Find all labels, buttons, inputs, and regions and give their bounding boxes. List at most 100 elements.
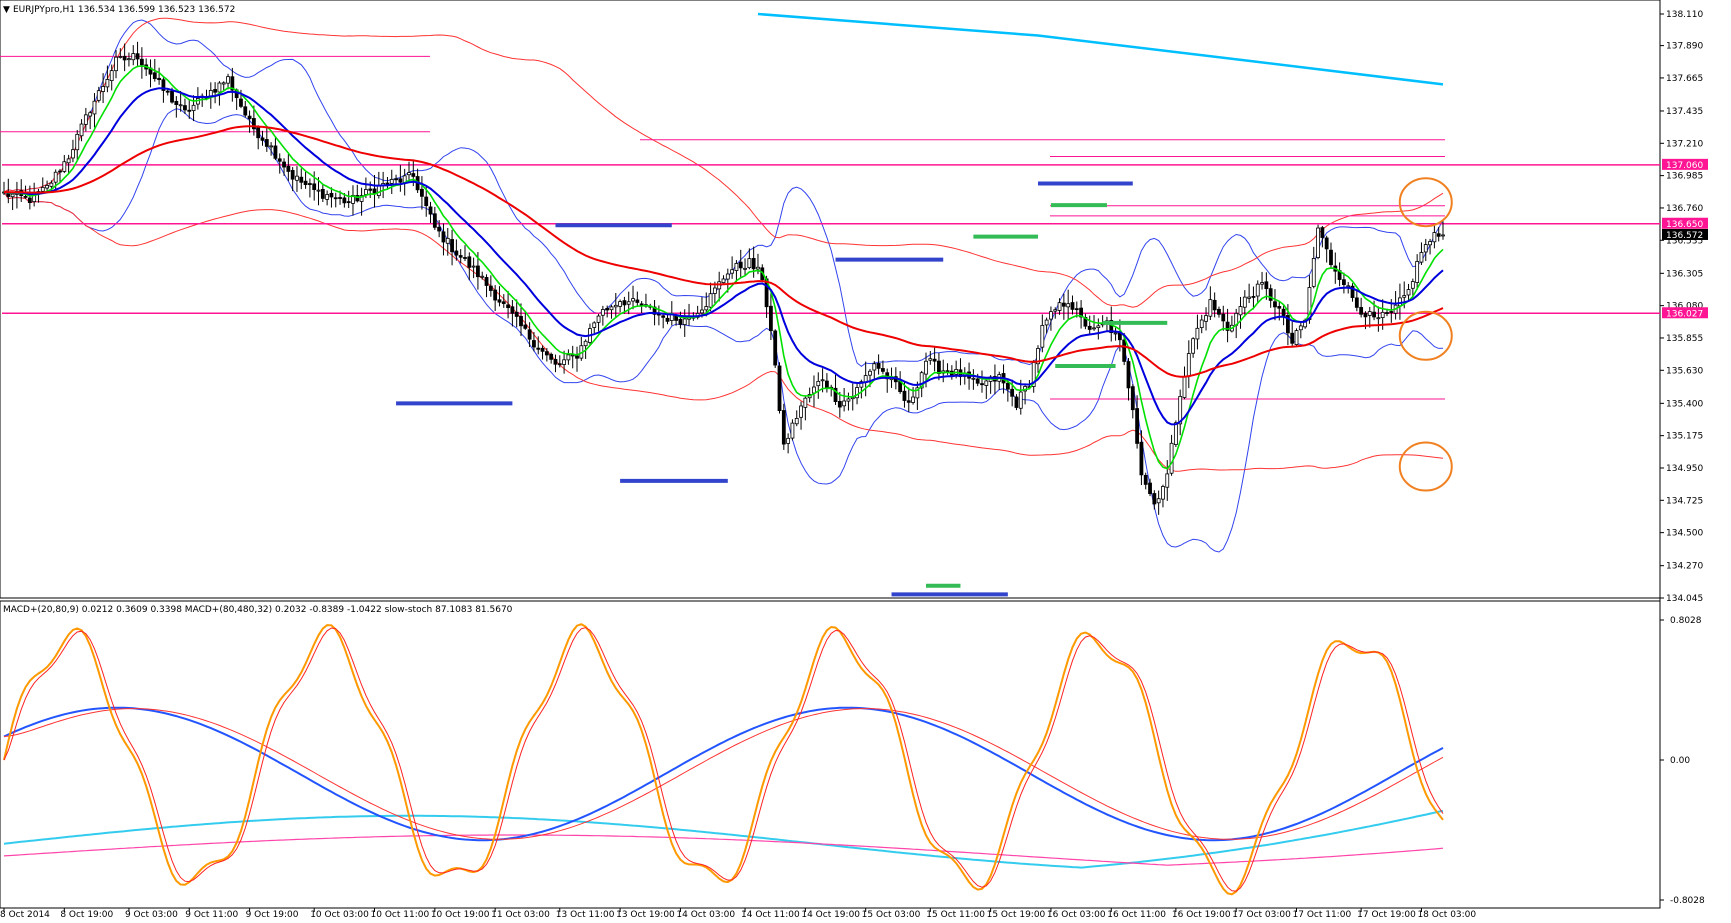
candle-body bbox=[497, 299, 502, 303]
candle-body bbox=[902, 390, 907, 401]
time-tick-label: 16 Oct 11:00 bbox=[1107, 910, 1166, 919]
candle-body bbox=[27, 197, 32, 204]
candle-body bbox=[1320, 227, 1325, 238]
candle-body bbox=[1354, 297, 1359, 308]
candle-body bbox=[906, 400, 911, 403]
candle-body bbox=[1156, 498, 1161, 504]
candle-body bbox=[1044, 319, 1049, 326]
candle-body bbox=[768, 305, 773, 332]
candle-body bbox=[799, 405, 803, 418]
candle-body bbox=[915, 387, 920, 399]
candle-body bbox=[79, 123, 84, 137]
candle-body bbox=[75, 133, 80, 151]
time-tick-label: 13 Oct 19:00 bbox=[616, 910, 675, 919]
candle-body bbox=[105, 79, 110, 88]
candle-body bbox=[1178, 396, 1183, 425]
candle-body bbox=[794, 418, 799, 425]
candle-body bbox=[721, 278, 726, 284]
candle-body bbox=[312, 183, 317, 190]
candle-body bbox=[1117, 332, 1122, 341]
candle-body bbox=[816, 380, 821, 387]
candle-body bbox=[790, 422, 795, 439]
candle-body bbox=[820, 379, 825, 382]
candle-body bbox=[725, 273, 730, 280]
candle-body bbox=[562, 359, 566, 365]
candle-body bbox=[1087, 325, 1092, 330]
time-tick-label: 15 Oct 11:00 bbox=[926, 910, 985, 919]
time-tick-label: 9 Oct 11:00 bbox=[185, 910, 238, 919]
price-tick-label: 136.535 bbox=[1666, 236, 1703, 246]
indicator-tick-label: -0.8028 bbox=[1670, 896, 1705, 906]
price-tick-label: 138.110 bbox=[1666, 10, 1703, 20]
candle-body bbox=[1432, 232, 1437, 243]
candle-body bbox=[1415, 261, 1420, 283]
candle-body bbox=[1285, 315, 1290, 334]
candle-body bbox=[217, 82, 222, 93]
highlight-circle bbox=[1398, 177, 1453, 228]
candle-body bbox=[501, 301, 506, 304]
candle-body bbox=[303, 180, 308, 185]
candle-body bbox=[1298, 325, 1303, 331]
candle-body bbox=[135, 53, 140, 60]
candle-body bbox=[708, 293, 713, 308]
candle-body bbox=[781, 410, 786, 445]
outer-band-lower-line bbox=[3, 191, 1444, 472]
price-tick-label: 134.950 bbox=[1666, 464, 1703, 474]
long-ema-line bbox=[757, 12, 1444, 86]
candle-body bbox=[1130, 386, 1135, 411]
candle-body bbox=[514, 311, 519, 317]
price-tick-label: 137.210 bbox=[1666, 139, 1703, 149]
price-tick-label: 134.045 bbox=[1666, 594, 1703, 604]
candle-body bbox=[855, 387, 859, 399]
candle-body bbox=[536, 347, 541, 350]
candle-body bbox=[1242, 296, 1247, 308]
candle-body bbox=[540, 347, 545, 352]
time-tick-label: 17 Oct 19:00 bbox=[1357, 910, 1416, 919]
candle-body bbox=[1139, 441, 1144, 476]
price-tick-label: 134.270 bbox=[1666, 562, 1703, 572]
candle-body bbox=[83, 114, 88, 125]
macd-20-80-signal-line bbox=[3, 708, 1444, 840]
candle-body bbox=[1079, 307, 1083, 318]
time-tick-label: 15 Oct 03:00 bbox=[862, 910, 921, 919]
candle-body bbox=[290, 170, 295, 180]
candle-body bbox=[1165, 473, 1170, 488]
candle-body bbox=[1061, 302, 1066, 307]
candle-body bbox=[1410, 281, 1415, 289]
candle-body bbox=[1367, 311, 1372, 316]
candle-body bbox=[458, 255, 463, 258]
candle-body bbox=[803, 397, 808, 408]
candle-body bbox=[1148, 482, 1152, 494]
candle-body bbox=[975, 378, 980, 384]
candle-body bbox=[165, 90, 170, 93]
candle-body bbox=[532, 340, 536, 348]
stoch-d-line bbox=[3, 627, 1444, 892]
candle-body bbox=[282, 161, 286, 168]
candle-body bbox=[1324, 237, 1329, 250]
candle-body bbox=[1359, 307, 1364, 315]
candle-body bbox=[286, 165, 291, 172]
candle-body bbox=[480, 275, 485, 278]
candle-body bbox=[1238, 306, 1243, 316]
price-label-text: 136.027 bbox=[1666, 309, 1703, 319]
candle-body bbox=[1290, 332, 1295, 344]
candle-body bbox=[734, 263, 739, 272]
candle-body bbox=[221, 82, 226, 85]
candle-body bbox=[277, 158, 282, 162]
candle-body bbox=[919, 372, 924, 389]
candle-body bbox=[756, 266, 760, 270]
candle-body bbox=[1221, 313, 1226, 322]
candle-body bbox=[295, 175, 299, 181]
candle-body bbox=[420, 188, 424, 197]
candle-body bbox=[1182, 376, 1187, 398]
candle-body bbox=[984, 380, 989, 386]
price-tick-label: 135.630 bbox=[1666, 366, 1703, 376]
candle-body bbox=[359, 195, 364, 202]
bollinger-lower-line bbox=[3, 108, 1444, 553]
candle-body bbox=[682, 318, 687, 326]
candle-body bbox=[1350, 285, 1355, 298]
candle-body bbox=[1376, 317, 1381, 320]
candle-body bbox=[730, 269, 735, 274]
